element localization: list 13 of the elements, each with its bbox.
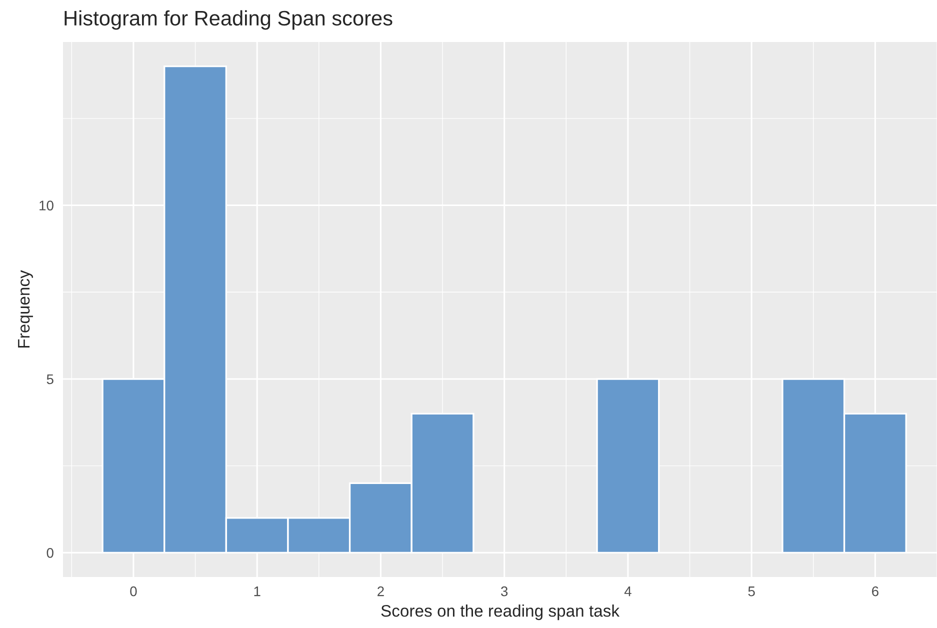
y-tick-label: 10 [40, 200, 54, 210]
x-tick-label: 0 [130, 586, 137, 596]
x-tick-label: 1 [254, 586, 260, 596]
y-axis-title: Frequency [18, 270, 33, 348]
chart-title: Histogram for Reading Span scores [64, 10, 392, 30]
x-tick-label: 4 [624, 586, 632, 596]
x-tick-label: 6 [872, 586, 878, 596]
x-tick-label: 5 [748, 586, 755, 596]
y-tick-label: 0 [46, 548, 54, 558]
y-tick-label: 5 [46, 374, 54, 384]
x-tick-label: 3 [500, 586, 508, 596]
x-tick-label: 2 [378, 586, 384, 596]
x-axis-title: Scores on the reading span task [381, 604, 620, 620]
